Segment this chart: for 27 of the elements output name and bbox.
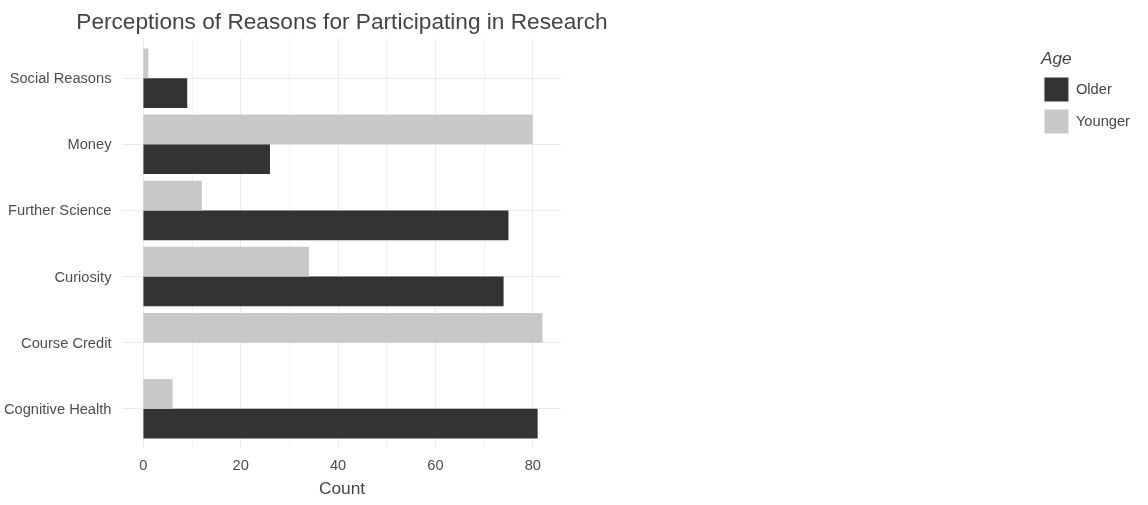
- y-tick-label: Further Science: [8, 202, 112, 219]
- bar: [143, 276, 504, 307]
- bar: [143, 246, 309, 277]
- bar: [143, 408, 538, 439]
- x-tick-label: 60: [427, 456, 444, 473]
- legend-label: Older: [1075, 81, 1112, 97]
- y-tick-label: Social Reasons: [9, 70, 112, 87]
- bar: [143, 180, 202, 211]
- x-tick-label: 40: [329, 456, 347, 473]
- y-tick-label: Money: [67, 136, 113, 153]
- bar: [143, 144, 270, 175]
- x-tick-label: 0: [139, 456, 148, 473]
- bar: [143, 312, 543, 343]
- y-tick-label: Cognitive Health: [3, 400, 112, 417]
- x-axis-title: Count: [318, 477, 366, 498]
- y-tick-label: Course Credit: [21, 334, 112, 351]
- legend-label: Younger: [1075, 113, 1130, 129]
- bar: [143, 210, 509, 241]
- legend-title: Age: [1040, 48, 1073, 69]
- y-tick-label: Curiosity: [54, 268, 113, 285]
- bar: [143, 379, 173, 409]
- bar: [143, 48, 149, 79]
- x-tick-label: 20: [232, 456, 249, 473]
- bar: [143, 114, 533, 145]
- chart-title: Perceptions of Reasons for Participating in Research: [76, 7, 608, 34]
- x-tick-label: 80: [524, 456, 541, 473]
- bar: [143, 78, 188, 108]
